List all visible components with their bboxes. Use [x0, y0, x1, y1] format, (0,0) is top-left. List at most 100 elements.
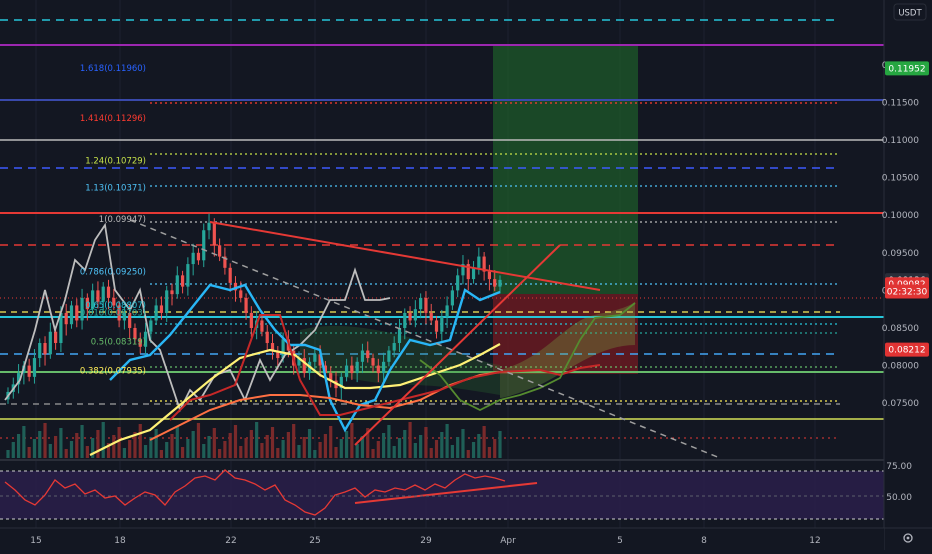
candle-body	[281, 339, 285, 359]
volume-bar	[175, 426, 179, 458]
price-tick-label: 0.09500	[882, 249, 919, 259]
volume-bar	[397, 438, 402, 458]
candle-body	[355, 361, 359, 374]
fib-level-label: 0.5(0.08319)	[91, 338, 146, 348]
volume-bar	[392, 446, 396, 458]
volume-bar	[498, 431, 502, 458]
time-tick-label: 8	[701, 536, 707, 546]
candle-body	[106, 286, 111, 298]
volume-bars	[6, 422, 502, 458]
ema-line-2	[169, 314, 601, 421]
volume-bar	[249, 430, 253, 458]
candle-body	[117, 305, 121, 321]
volume-bar	[244, 438, 248, 458]
candle-body	[165, 290, 169, 313]
candle-body	[43, 343, 47, 355]
candle-body	[487, 271, 492, 280]
long-position-stop-zone	[493, 294, 638, 374]
volume-bar	[59, 428, 63, 458]
candle-body	[318, 354, 322, 366]
volume-bar	[371, 449, 375, 458]
candle-body	[143, 331, 148, 347]
volume-bar	[286, 432, 290, 458]
candle-body	[498, 279, 502, 287]
indicator-cloud	[300, 325, 500, 395]
volume-bar	[466, 450, 470, 458]
stop-price-label: 0.08212	[888, 346, 925, 356]
candle-body	[112, 297, 116, 306]
candle-body	[344, 365, 349, 377]
candle-body	[371, 358, 375, 366]
candle-body	[54, 331, 58, 344]
currency-badge[interactable]	[893, 3, 927, 21]
volume-bar	[440, 432, 444, 458]
candle-body	[218, 245, 222, 257]
candle-body	[477, 256, 481, 268]
candle-body	[212, 222, 216, 246]
volume-bar	[218, 449, 222, 458]
candle-body	[429, 312, 433, 321]
volume-bar	[101, 422, 105, 458]
candle-body	[265, 331, 269, 344]
candle-body	[149, 320, 153, 332]
candle-body	[101, 286, 105, 302]
candle-body	[223, 256, 227, 268]
volume-bar	[366, 428, 370, 458]
settings-gear-icon[interactable]	[903, 533, 913, 543]
volume-bar	[450, 445, 454, 458]
fib-level-label: 1.13(0.10371)	[85, 183, 146, 193]
time-tick-label: 18	[114, 536, 126, 546]
candle-body	[133, 327, 137, 340]
candle-body	[228, 267, 232, 283]
time-axis-background	[0, 528, 884, 550]
candle-body	[27, 365, 31, 377]
volume-bar	[159, 450, 164, 458]
countdown-price-label: 02:32:30	[887, 288, 928, 298]
time-tick-label: 22	[225, 536, 236, 546]
volume-bar	[69, 441, 74, 458]
candle-body	[91, 290, 95, 310]
candle-body	[128, 312, 132, 328]
candle-body	[69, 305, 74, 325]
candle-body	[239, 290, 243, 298]
candle-body	[38, 343, 42, 359]
volume-bar	[408, 422, 412, 458]
candle-body	[450, 290, 454, 306]
time-tick-label: 12	[809, 536, 820, 546]
volume-bar	[239, 446, 243, 458]
fib-level-label: 0.382(0.07935)	[80, 366, 146, 376]
fib-dotted-lines	[150, 102, 840, 402]
candle-body	[302, 358, 306, 374]
price-tick-label: 0.07500	[882, 399, 919, 409]
volume-bar	[138, 424, 142, 458]
fib-1618-price-label: 0.11952	[888, 64, 925, 74]
candle-body	[270, 343, 275, 351]
fib-labels: 1.618(0.11960) 1.414(0.11296) 1.24(0.10729…	[80, 64, 146, 377]
candle-body	[196, 252, 201, 261]
fib-level-label: 1.24(0.10729)	[85, 156, 146, 166]
volume-bar	[106, 443, 111, 458]
rsi-tick-label: 50.00	[886, 493, 912, 503]
volume-bar	[165, 442, 169, 458]
volume-bar	[302, 437, 306, 458]
price-tick-label: 0.11500	[882, 98, 919, 108]
volume-bar	[54, 436, 58, 458]
volume-bar	[223, 441, 227, 458]
volume-bar	[487, 447, 492, 458]
volume-bar	[11, 442, 15, 458]
volume-bar	[32, 439, 37, 458]
volume-bar	[318, 442, 322, 458]
volume-bar	[382, 433, 386, 458]
price-tick-label: 0.10000	[882, 211, 919, 221]
volume-bar	[482, 426, 486, 458]
volume-bar	[170, 434, 174, 458]
volume-bar	[329, 426, 333, 458]
candle-body	[408, 312, 412, 321]
fib-level-label: 0.65(0.08807)	[85, 301, 146, 311]
candle-body	[397, 327, 402, 344]
time-axis[interactable]: 15 18 22 25 29 Apr 5 8 12	[30, 536, 820, 546]
volume-bar	[16, 434, 21, 458]
